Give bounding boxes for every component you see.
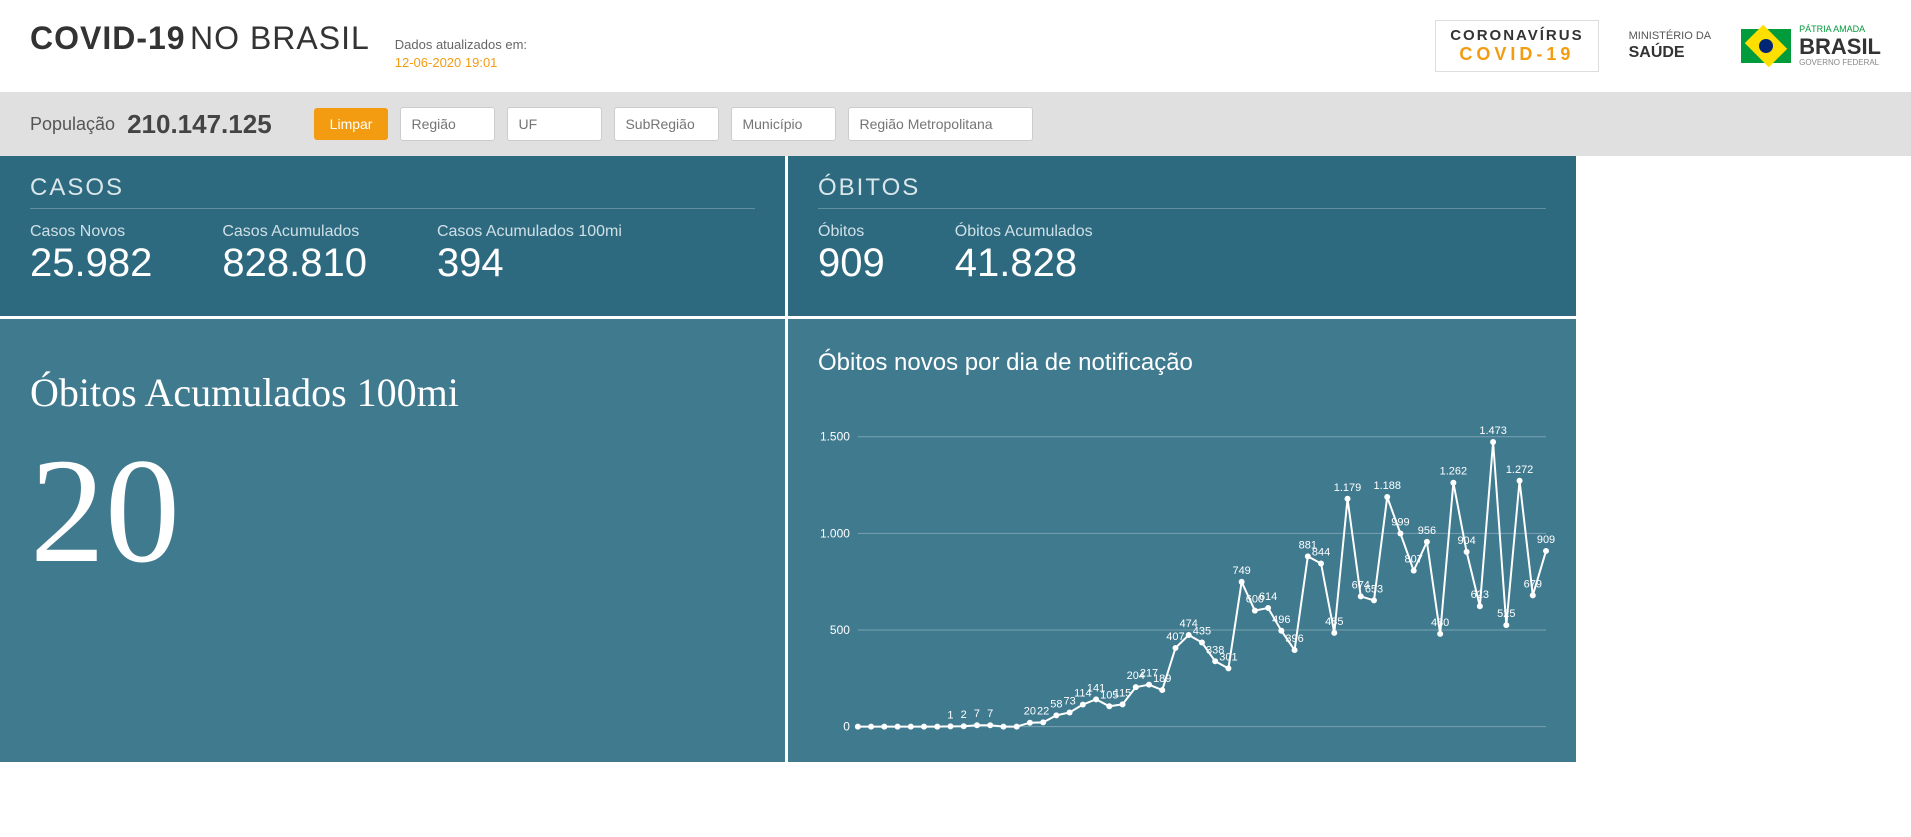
svg-text:485: 485 bbox=[1325, 616, 1343, 628]
svg-text:189: 189 bbox=[1153, 673, 1171, 685]
svg-text:2: 2 bbox=[961, 710, 967, 722]
logo-ms-line2: SAÚDE bbox=[1629, 43, 1712, 62]
metric-obitos-acumulados: Óbitos Acumulados 41.828 bbox=[955, 223, 1093, 286]
updated-label: Dados atualizados em: bbox=[395, 36, 527, 54]
svg-text:623: 623 bbox=[1471, 590, 1489, 602]
svg-text:22: 22 bbox=[1037, 706, 1049, 718]
obitos-title: ÓBITOS bbox=[818, 174, 1546, 209]
dashboard: CASOS Casos Novos 25.982 Casos Acumulado… bbox=[0, 156, 1911, 762]
svg-text:1.179: 1.179 bbox=[1334, 482, 1361, 494]
filter-uf-input[interactable] bbox=[507, 107, 602, 141]
big-label: Óbitos Acumulados 100mi bbox=[30, 369, 755, 416]
svg-text:7: 7 bbox=[987, 709, 993, 721]
metric-obitos-novos: Óbitos 909 bbox=[818, 223, 885, 286]
population-label: População bbox=[30, 114, 115, 135]
svg-text:58: 58 bbox=[1050, 699, 1062, 711]
panel-obitos-acum-100mi: Óbitos Acumulados 100mi 20 bbox=[0, 316, 788, 762]
obitos-metrics: Óbitos 909 Óbitos Acumulados 41.828 bbox=[818, 223, 1546, 286]
logo-corona-line1: CORONAVÍRUS bbox=[1450, 27, 1583, 44]
updated-value: 12-06-2020 19:01 bbox=[395, 54, 527, 72]
logo-coronavirus: CORONAVÍRUS COVID-19 bbox=[1435, 20, 1598, 72]
svg-text:1.262: 1.262 bbox=[1440, 466, 1467, 478]
svg-text:749: 749 bbox=[1232, 565, 1250, 577]
svg-text:20: 20 bbox=[1024, 706, 1036, 718]
svg-text:1.272: 1.272 bbox=[1506, 464, 1533, 476]
title-light: NO BRASIL bbox=[190, 20, 370, 56]
obitos-novos-label: Óbitos bbox=[818, 223, 885, 241]
svg-text:407: 407 bbox=[1166, 631, 1184, 643]
panel-chart-obitos-por-dia: Óbitos novos por dia de notificação 0 500… bbox=[788, 316, 1576, 762]
svg-text:614: 614 bbox=[1259, 591, 1277, 603]
obitos-novos-value: 909 bbox=[818, 241, 885, 286]
svg-text:480: 480 bbox=[1431, 617, 1449, 629]
panel-obitos: ÓBITOS Óbitos 909 Óbitos Acumulados 41.8… bbox=[788, 156, 1576, 316]
header: COVID-19 NO BRASIL Dados atualizados em:… bbox=[0, 0, 1911, 92]
filter-municipio-input[interactable] bbox=[731, 107, 836, 141]
svg-text:496: 496 bbox=[1272, 614, 1290, 626]
metric-casos-acum100: Casos Acumulados 100mi 394 bbox=[437, 223, 622, 286]
big-value: 20 bbox=[30, 436, 755, 586]
svg-text:904: 904 bbox=[1457, 535, 1475, 547]
logo-ministerio-saude: MINISTÉRIO DA SAÚDE bbox=[1629, 30, 1712, 62]
header-right: CORONAVÍRUS COVID-19 MINISTÉRIO DA SAÚDE… bbox=[1435, 20, 1881, 72]
obitos-acum-label: Óbitos Acumulados bbox=[955, 223, 1093, 241]
svg-text:1.188: 1.188 bbox=[1373, 480, 1400, 492]
svg-text:1: 1 bbox=[947, 710, 953, 722]
casos-novos-value: 25.982 bbox=[30, 241, 152, 286]
svg-text:956: 956 bbox=[1418, 525, 1436, 537]
metric-casos-novos: Casos Novos 25.982 bbox=[30, 223, 152, 286]
casos-acum-value: 828.810 bbox=[222, 241, 367, 286]
filter-regiao-input[interactable] bbox=[400, 107, 495, 141]
filter-subregiao-input[interactable] bbox=[614, 107, 719, 141]
logo-corona-line2: COVID-19 bbox=[1450, 44, 1583, 65]
panel-casos: CASOS Casos Novos 25.982 Casos Acumulado… bbox=[0, 156, 788, 316]
title-bold: COVID-19 bbox=[30, 20, 186, 56]
svg-text:525: 525 bbox=[1497, 609, 1515, 621]
metric-casos-acumulados: Casos Acumulados 828.810 bbox=[222, 223, 367, 286]
svg-text:396: 396 bbox=[1285, 633, 1303, 645]
svg-text:844: 844 bbox=[1312, 547, 1330, 559]
svg-text:999: 999 bbox=[1391, 517, 1409, 529]
casos-acum100-value: 394 bbox=[437, 241, 622, 286]
updated-block: Dados atualizados em: 12-06-2020 19:01 bbox=[395, 36, 527, 72]
header-left: COVID-19 NO BRASIL Dados atualizados em:… bbox=[30, 20, 527, 72]
logo-br-line3: GOVERNO FEDERAL bbox=[1799, 59, 1881, 68]
logo-brasil: PÁTRIA AMADA BRASIL GOVERNO FEDERAL bbox=[1741, 25, 1881, 68]
svg-text:807: 807 bbox=[1405, 554, 1423, 566]
svg-text:653: 653 bbox=[1365, 584, 1383, 596]
population-value: 210.147.125 bbox=[127, 109, 272, 140]
obitos-line-chart: 05001.0001.50012772022587311414110511520… bbox=[808, 397, 1556, 747]
clear-button[interactable]: Limpar bbox=[314, 108, 389, 140]
svg-text:1.473: 1.473 bbox=[1479, 425, 1506, 437]
filter-metro-input[interactable] bbox=[848, 107, 1033, 141]
svg-text:909: 909 bbox=[1537, 534, 1555, 546]
obitos-acum-value: 41.828 bbox=[955, 241, 1093, 286]
svg-text:7: 7 bbox=[974, 709, 980, 721]
svg-text:1.500: 1.500 bbox=[820, 430, 850, 444]
brazil-flag-icon bbox=[1741, 29, 1791, 63]
casos-acum100-label: Casos Acumulados 100mi bbox=[437, 223, 622, 241]
svg-text:0: 0 bbox=[843, 720, 850, 734]
chart-title: Óbitos novos por dia de notificação bbox=[808, 349, 1556, 377]
svg-text:500: 500 bbox=[830, 623, 850, 637]
casos-acum-label: Casos Acumulados bbox=[222, 223, 367, 241]
logo-br-line2: BRASIL bbox=[1799, 35, 1881, 59]
filter-bar: População 210.147.125 Limpar bbox=[0, 92, 1911, 156]
logo-brasil-text: PÁTRIA AMADA BRASIL GOVERNO FEDERAL bbox=[1799, 25, 1881, 68]
svg-text:435: 435 bbox=[1193, 626, 1211, 638]
page-title: COVID-19 NO BRASIL bbox=[30, 20, 370, 57]
casos-metrics: Casos Novos 25.982 Casos Acumulados 828.… bbox=[30, 223, 755, 286]
svg-text:1.000: 1.000 bbox=[820, 527, 850, 541]
casos-novos-label: Casos Novos bbox=[30, 223, 152, 241]
casos-title: CASOS bbox=[30, 174, 755, 209]
svg-text:301: 301 bbox=[1219, 652, 1237, 664]
svg-text:679: 679 bbox=[1524, 579, 1542, 591]
logo-ms-line1: MINISTÉRIO DA bbox=[1629, 30, 1712, 43]
svg-text:115: 115 bbox=[1114, 688, 1132, 700]
